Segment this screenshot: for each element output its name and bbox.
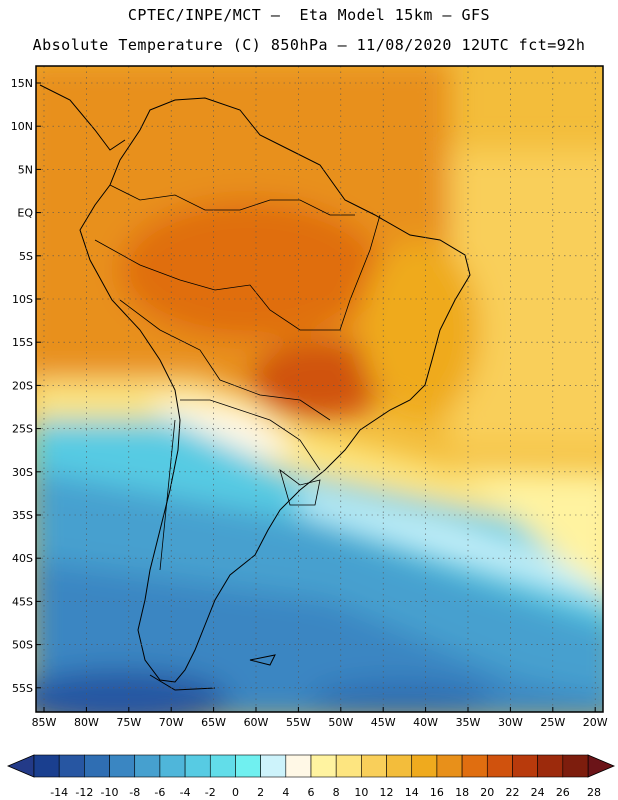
colorbar-swatch (486, 754, 513, 778)
colorbar-label: 20 (480, 786, 494, 799)
lat-label: 30S (12, 466, 33, 479)
lat-label: 5N (18, 163, 33, 176)
lon-label: 65W (201, 716, 226, 729)
lat-label: 35S (12, 509, 33, 522)
colorbar-swatch (33, 754, 60, 778)
colorbar-swatch (58, 754, 85, 778)
latitude-axis: 15N 10N 5N EQ 5S 10S 15S 20S 25S 30S 35S 40S 45S 50S 5… (11, 77, 41, 695)
lon-label: 50W (328, 716, 353, 729)
lon-label: 70W (159, 716, 184, 729)
lat-label: 5S (19, 250, 33, 263)
colorbar-swatch (235, 754, 261, 778)
colorbar-label: -14 (50, 786, 68, 799)
lon-label: 85W (32, 716, 57, 729)
colorbar-label: 8 (333, 786, 340, 799)
colorbar-label: 18 (455, 786, 469, 799)
coastline (39, 84, 471, 691)
lon-label: 60W (244, 716, 269, 729)
colorbar-label: -6 (154, 786, 165, 799)
colorbar-swatch (461, 754, 488, 778)
colorbar-label: 12 (380, 786, 394, 799)
colorbar-swatch (361, 754, 387, 778)
lon-label: 45W (371, 716, 396, 729)
colorbar: -14 -12 -10 -8 -6 -4 -2 0 2 4 6 8 10 12 14 16 18 20 22 24 26… (6, 754, 616, 799)
colorbar-label: 6 (308, 786, 315, 799)
colorbar-swatch (134, 754, 161, 778)
lat-label: EQ (17, 207, 33, 220)
colorbar-label: 24 (531, 786, 545, 799)
colorbar-label: 28 (587, 786, 601, 799)
colorbar-label: 22 (505, 786, 519, 799)
colorbar-label: 26 (556, 786, 570, 799)
colorbar-swatch (537, 754, 564, 778)
temperature-field (36, 66, 603, 712)
colorbar-swatch (285, 754, 312, 778)
lat-label: 50S (12, 639, 33, 652)
colorbar-swatch (184, 754, 211, 778)
colorbar-swatch (562, 754, 589, 778)
colorbar-label: 16 (430, 786, 444, 799)
graticule (36, 66, 603, 712)
lat-label: 10N (11, 120, 33, 133)
colorbar-label: -4 (180, 786, 191, 799)
colorbar-over-arrow (587, 754, 616, 778)
lon-label: 30W (498, 716, 523, 729)
lat-label: 40S (12, 552, 33, 565)
lat-label: 15N (11, 77, 33, 90)
colorbar-swatch (512, 754, 538, 778)
colorbar-swatch (84, 754, 110, 778)
lat-label: 55S (12, 682, 33, 695)
longitude-axis: 85W 80W 75W 70W 65W 60W 55W 50W 45W 40W 35W 30W 25W 2… (32, 707, 608, 729)
colorbar-label: -10 (101, 786, 119, 799)
lon-label: 55W (286, 716, 311, 729)
colorbar-label: -2 (205, 786, 216, 799)
lon-label: 40W (413, 716, 438, 729)
lat-label: 15S (12, 336, 33, 349)
colorbar-swatch (109, 754, 136, 778)
colorbar-label: -8 (129, 786, 140, 799)
colorbar-label: 14 (405, 786, 419, 799)
colorbar-swatch (436, 754, 463, 778)
lat-label: 25S (12, 423, 33, 436)
lon-label: 80W (74, 716, 99, 729)
colorbar-swatch (159, 754, 186, 778)
colorbar-swatch (411, 754, 438, 778)
map-frame (35, 65, 604, 713)
country-borders (94, 184, 381, 571)
colorbar-label: 4 (282, 786, 289, 799)
colorbar-swatch (386, 754, 413, 778)
lon-label: 35W (456, 716, 481, 729)
chart-title-model: CPTEC/INPE/MCT – Eta Model 15km – GFS (127, 6, 491, 24)
lon-label: 75W (116, 716, 141, 729)
colorbar-label: 0 (232, 786, 239, 799)
colorbar-swatch (335, 754, 362, 778)
lon-label: 20W (583, 716, 608, 729)
lat-label: 45S (12, 595, 33, 608)
colorbar-swatch (209, 754, 236, 778)
colorbar-under-arrow (6, 754, 35, 778)
chart-title-variable: Absolute Temperature (C) 850hPa – 11/08/… (32, 36, 586, 54)
colorbar-label: 2 (257, 786, 264, 799)
colorbar-swatch (310, 754, 337, 778)
colorbar-swatch (260, 754, 287, 778)
lon-label: 25W (540, 716, 565, 729)
lat-label: 10S (12, 293, 33, 306)
colorbar-label: -12 (75, 786, 93, 799)
colorbar-label: 10 (354, 786, 368, 799)
lat-label: 20S (12, 379, 33, 392)
